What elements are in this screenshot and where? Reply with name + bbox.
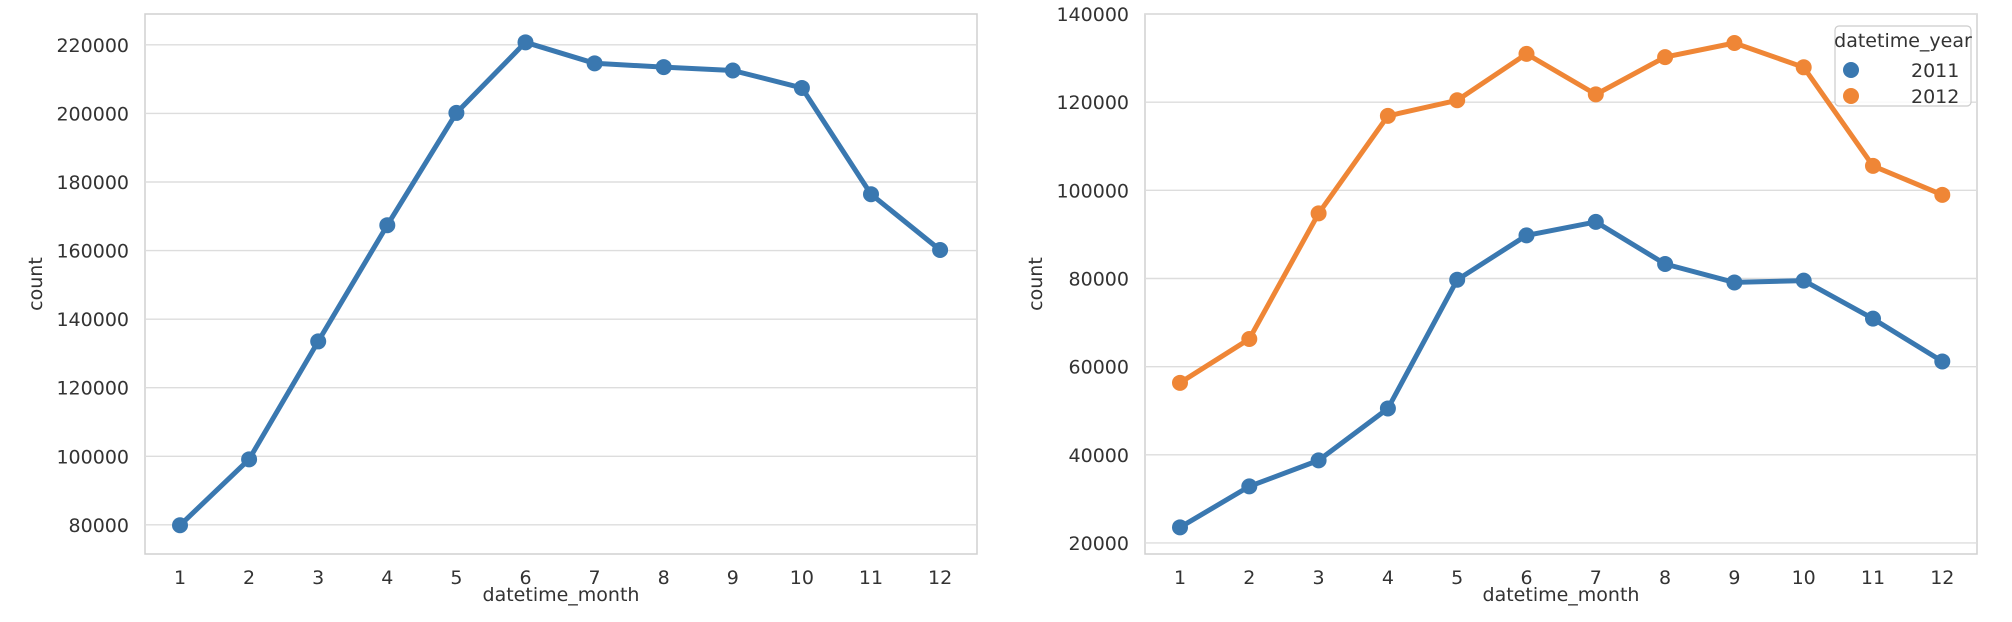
x-tick-label: 5 (1451, 567, 1463, 589)
x-tick-label: 1 (174, 567, 186, 589)
y-tick-label: 20000 (1069, 533, 1129, 555)
data-point (1934, 186, 1951, 203)
series-line (177, 39, 943, 528)
data-point (379, 217, 396, 234)
data-point (1241, 331, 1258, 348)
x-tick-label: 10 (1792, 567, 1816, 589)
data-point (932, 242, 949, 259)
series-2012 (1172, 34, 1951, 391)
series-2011 (1172, 213, 1951, 536)
series-line (1177, 40, 1945, 386)
y-axis-label: count (1025, 257, 1047, 311)
x-axis-label: datetime_month (1483, 584, 1640, 606)
y-tick-label: 120000 (56, 378, 129, 400)
legend-title: datetime_year (1834, 30, 1972, 52)
x-tick-label: 9 (727, 567, 739, 589)
x-tick-label: 8 (1659, 567, 1671, 589)
data-point (1726, 274, 1743, 291)
legend: datetime_year 2011 2012 (1834, 25, 1972, 108)
x-tick-label: 5 (450, 567, 462, 589)
data-point (1795, 272, 1812, 289)
legend-marker (1843, 62, 1859, 78)
data-point (1172, 519, 1188, 536)
x-tick-label: 12 (928, 567, 952, 589)
x-tick-label: 4 (1382, 567, 1394, 589)
chart-panel-1: 80000 100000 120000 140000 160000 180000 20000… (25, 13, 978, 606)
data-point (1795, 59, 1812, 76)
data-point (1865, 310, 1881, 327)
x-tick-label: 4 (381, 567, 393, 589)
data-point (1449, 92, 1466, 109)
series-line (1177, 219, 1945, 530)
data-point (1518, 45, 1535, 62)
data-point (172, 517, 188, 534)
data-point (1587, 213, 1604, 230)
x-tick-label: 3 (1313, 567, 1325, 589)
y-tick-label: 80000 (69, 515, 129, 537)
y-tick-label: 120000 (1056, 92, 1129, 114)
x-tick-label: 8 (658, 567, 670, 589)
x-tick-label: 6 (519, 567, 531, 589)
y-tick-label: 160000 (56, 241, 129, 263)
x-tick-label: 2 (1243, 567, 1255, 589)
x-axis-label: datetime_month (483, 584, 640, 606)
y-tick-label: 100000 (1056, 180, 1129, 202)
legend-entry: 2012 (1911, 86, 1959, 108)
x-tick-label: 2 (243, 567, 255, 589)
legend-marker (1843, 88, 1859, 104)
data-point (586, 55, 603, 72)
x-tick-label: 3 (312, 567, 324, 589)
y-tick-label: 200000 (56, 103, 129, 125)
data-point (1657, 49, 1674, 66)
x-tick-label: 10 (790, 567, 814, 589)
data-point (1310, 452, 1327, 469)
legend-box (1834, 25, 1972, 107)
data-point (1726, 34, 1743, 51)
data-point (1379, 400, 1396, 417)
y-tick-label: 140000 (56, 309, 129, 331)
data-point (1518, 227, 1535, 244)
x-tick-label: 11 (1861, 567, 1885, 589)
x-tick-label: 12 (1930, 567, 1954, 589)
y-tick-label: 40000 (1069, 445, 1129, 467)
data-point (863, 186, 879, 203)
y-tick-label: 60000 (1069, 357, 1129, 379)
y-tick-label: 100000 (56, 446, 129, 468)
data-point (1449, 271, 1466, 288)
x-tick-label: 1 (1174, 567, 1186, 589)
y-tick-label: 140000 (1056, 4, 1129, 26)
x-tick-label: 9 (1728, 567, 1740, 589)
data-point (793, 79, 810, 96)
data-point (1587, 86, 1604, 103)
y-tick-label: 80000 (1069, 268, 1129, 290)
data-point (1865, 157, 1881, 174)
x-tick-label: 7 (1590, 567, 1602, 589)
x-tick-label: 6 (1520, 567, 1532, 589)
data-point (241, 451, 258, 468)
data-point (448, 104, 465, 121)
data-point (655, 59, 672, 76)
legend-entry: 2011 (1911, 60, 1959, 82)
data-point (1657, 255, 1674, 272)
y-axis-label: count (25, 257, 47, 311)
data-point (1310, 205, 1327, 222)
series-1 (172, 34, 949, 534)
data-point (1379, 107, 1396, 124)
data-point (310, 333, 327, 350)
data-point (517, 34, 534, 51)
data-point (1241, 478, 1258, 495)
plot-area (144, 13, 978, 555)
x-tick-label: 7 (589, 567, 601, 589)
y-tick-label: 180000 (56, 172, 129, 194)
data-point (1172, 374, 1188, 391)
x-tick-label: 11 (859, 567, 883, 589)
data-point (1934, 353, 1951, 370)
data-point (724, 62, 741, 79)
y-tick-label: 220000 (56, 35, 129, 57)
